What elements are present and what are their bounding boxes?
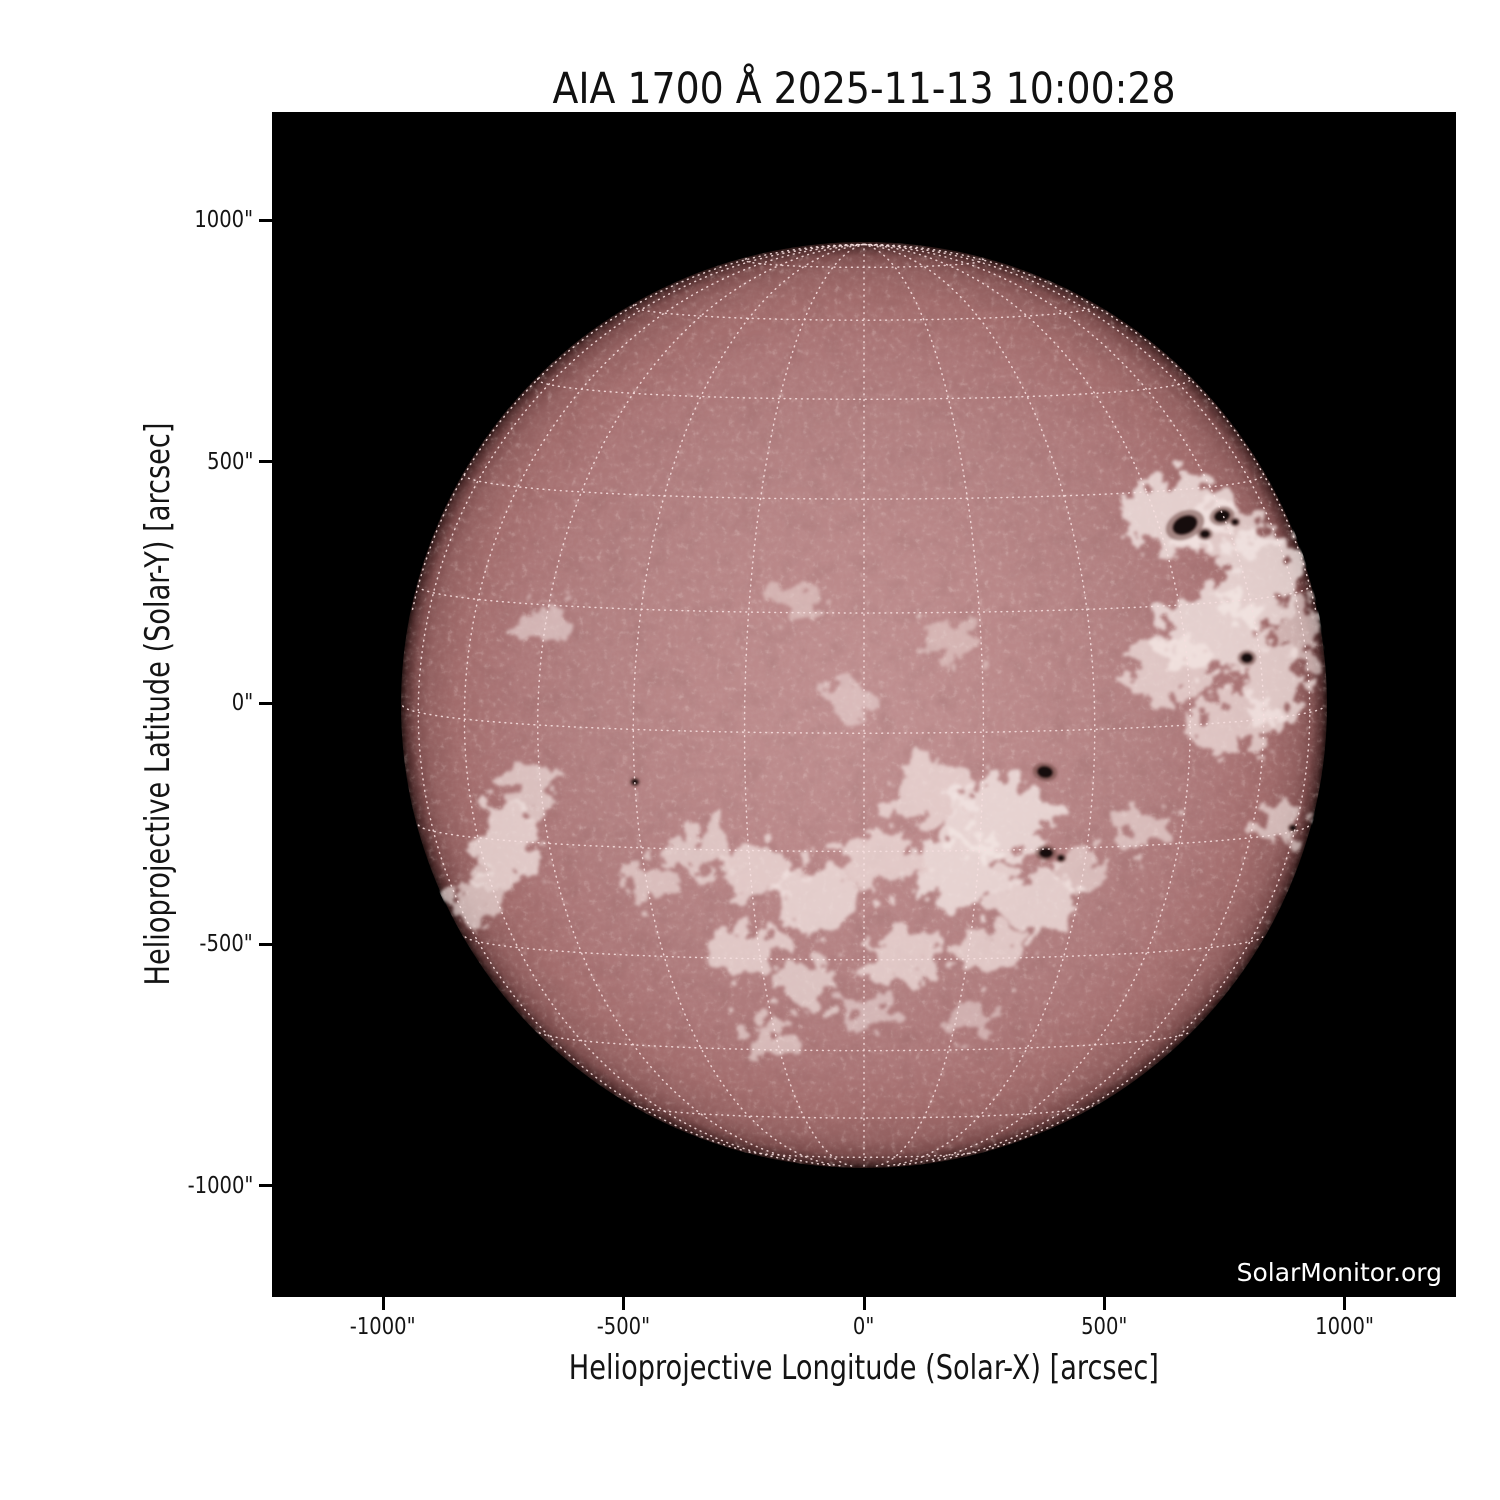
y-tick-label: 0" (231, 690, 253, 717)
heliographic-grid (402, 243, 1326, 1167)
y-tick-mark (259, 701, 272, 705)
y-tick-label: 1000" (194, 207, 253, 234)
plage-blob (826, 682, 874, 718)
sunspot-umbra (1200, 530, 1210, 538)
sunspot-umbra (1214, 509, 1230, 523)
x-tick-mark (1102, 1297, 1106, 1310)
sunspot-umbra (1241, 653, 1253, 663)
plage-blob (506, 762, 554, 818)
grid-line (632, 304, 1096, 321)
y-tick-label: 500" (206, 448, 253, 475)
x-tick-label: 1000" (1315, 1314, 1375, 1340)
grid-line (463, 473, 1265, 500)
grid-line (863, 243, 1311, 1151)
plage-blob (778, 868, 862, 932)
plage-blob (1117, 810, 1173, 850)
plage-blob (914, 832, 1006, 908)
plage-blob (993, 868, 1077, 932)
x-tick-mark (1343, 1297, 1347, 1310)
plage-blob (946, 1004, 994, 1036)
plage-blob (844, 992, 896, 1028)
plage-blob (449, 872, 501, 928)
plage-blob (776, 584, 824, 616)
grid-line (464, 936, 1264, 961)
x-tick-mark (862, 1297, 866, 1310)
sunspot-umbra (1039, 848, 1053, 858)
plage-blob (1192, 692, 1276, 756)
plot-area: SolarMonitor.org (272, 112, 1456, 1297)
grid-line (417, 243, 865, 1151)
y-tick-mark (259, 1184, 272, 1188)
grid-line (402, 705, 1326, 734)
sunspot-umbra (1057, 855, 1065, 861)
plage-blob (707, 924, 783, 976)
x-tick-mark (381, 1297, 385, 1310)
y-axis-label: Helioprojective Latitude (Solar-Y) [arcs… (138, 422, 178, 986)
plage-blob (622, 860, 678, 900)
plage-blob (473, 801, 537, 889)
sunspot-umbra (1037, 765, 1053, 779)
y-tick-label: -500" (199, 931, 253, 958)
plage-blob (519, 603, 571, 647)
grid-line (863, 243, 1096, 1167)
sunspot-umbra (1172, 515, 1198, 535)
x-tick-label: -1000" (350, 1314, 416, 1340)
grid-line (743, 243, 865, 1167)
figure-title: AIA 1700 Å 2025-11-13 10:00:28 (272, 64, 1456, 114)
plage-blob (722, 844, 798, 896)
sunspot-umbra (631, 779, 639, 785)
grid-line (863, 243, 1317, 610)
plage-blob (742, 1017, 798, 1053)
grid-line (411, 243, 865, 610)
grid-line (634, 1105, 1094, 1119)
x-tick-label: 0" (853, 1314, 875, 1340)
x-tick-mark (622, 1297, 626, 1310)
x-tick-label: -500" (596, 1314, 651, 1340)
grid-line (536, 377, 1192, 400)
grid-line (632, 243, 865, 1167)
watermark: SolarMonitor.org (1236, 1258, 1442, 1287)
x-axis-label-text: Helioprojective Longitude (Solar-X) [arc… (568, 1348, 1160, 1388)
plage-blob (1280, 602, 1324, 662)
figure-title-text: AIA 1700 Å 2025-11-13 10:00:28 (552, 64, 1176, 114)
plage-blob (924, 622, 976, 658)
sunspot-umbra (1231, 519, 1239, 525)
y-tick-mark (259, 218, 272, 222)
plage-blob (1258, 806, 1306, 842)
grid-line (863, 243, 985, 1167)
y-tick-mark (259, 942, 272, 946)
x-tick-label: 500" (1081, 1314, 1128, 1340)
y-tick-label: -1000" (187, 1172, 253, 1199)
plage-blob (956, 924, 1024, 976)
plage-blob (773, 961, 837, 1009)
y-tick-mark (259, 460, 272, 464)
plage-blob (842, 832, 918, 888)
sunspots (629, 506, 1299, 863)
grid-line (748, 1151, 980, 1158)
solar-disk-image (401, 242, 1327, 1168)
x-axis-label: Helioprojective Longitude (Solar-X) [arc… (272, 1348, 1456, 1388)
plage-blob (1124, 638, 1216, 702)
